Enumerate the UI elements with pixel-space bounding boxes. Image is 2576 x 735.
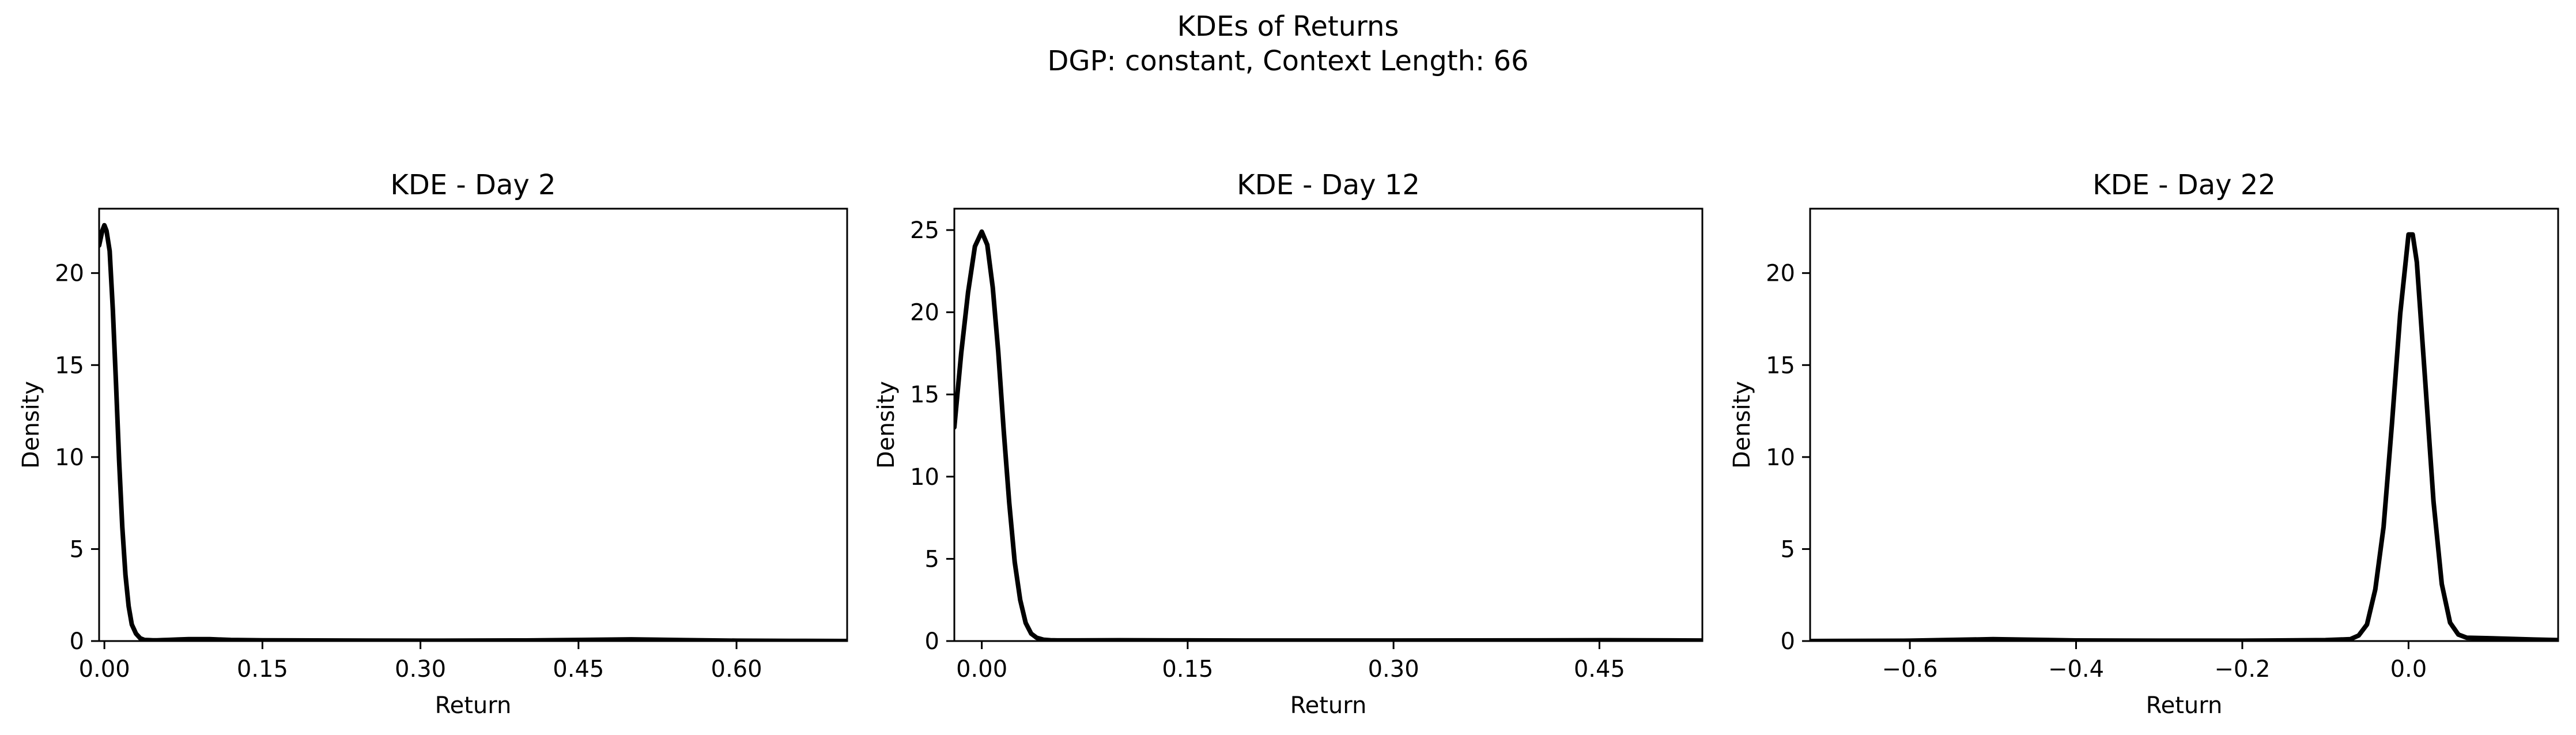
x-tick-label: 0.60 <box>711 656 762 683</box>
y-tick-label: 10 <box>910 464 939 491</box>
y-tick-label: 0 <box>70 628 84 655</box>
y-tick-label: 5 <box>1781 536 1795 563</box>
x-tick-label: 0.30 <box>395 656 446 683</box>
y-tick-label: 20 <box>1766 261 1795 287</box>
y-tick-label: 15 <box>55 352 84 379</box>
subplot-title: KDE - Day 12 <box>1237 169 1420 201</box>
y-tick-label: 10 <box>55 444 84 471</box>
y-tick-label: 20 <box>910 300 939 326</box>
subplot-title: KDE - Day 2 <box>390 169 556 201</box>
x-tick-label: 0.00 <box>956 656 1007 683</box>
x-tick-label: 0.15 <box>237 656 288 683</box>
x-axis-label: Return <box>2146 692 2223 719</box>
y-axis-label: Density <box>873 381 900 469</box>
y-tick-label: 15 <box>1766 352 1795 379</box>
x-tick-label: 0.15 <box>1162 656 1213 683</box>
y-tick-label: 5 <box>925 546 939 572</box>
figure-subtitle: DGP: constant, Context Length: 66 <box>1047 45 1528 77</box>
subplot-title: KDE - Day 22 <box>2092 169 2276 201</box>
y-tick-label: 15 <box>910 382 939 408</box>
y-tick-label: 25 <box>910 217 939 244</box>
axes-frame <box>98 208 848 642</box>
y-tick-label: 5 <box>70 536 84 563</box>
x-axis-label: Return <box>1290 692 1367 719</box>
y-tick-label: 20 <box>55 261 84 287</box>
subplot-3: KDE - Day 22 −0.6 −0.4 −0.2 0.0 0 5 10 15 20 Retur… <box>1729 169 2559 719</box>
y-tick-label: 0 <box>925 628 939 655</box>
y-tick-label: 10 <box>1766 444 1795 471</box>
subplots: KDE - Day 20.00 0.15 0.30 0.45 0.6005101520R… <box>18 169 2559 719</box>
axes-frame <box>1809 208 2559 642</box>
x-tick-label: −0.4 <box>2048 656 2104 683</box>
x-tick-label: −0.6 <box>1882 656 1937 683</box>
x-tick-label: 0.45 <box>1574 656 1625 683</box>
y-tick-label: 0 <box>1781 628 1795 655</box>
subplot-1: KDE - Day 2 0.00 0.15 0.30 0.45 0.60 0 5 10 15 20 R… <box>18 169 848 719</box>
y-axis-label: Density <box>1729 381 1755 469</box>
x-axis-label: Return <box>435 692 512 719</box>
x-tick-label: 0.00 <box>79 656 130 683</box>
y-axis-label: Density <box>18 381 44 469</box>
figure-title: KDEs of Returns <box>1177 10 1399 43</box>
x-tick-label: 0.30 <box>1368 656 1419 683</box>
axes-frame <box>953 208 1704 642</box>
x-tick-label: 0.45 <box>553 656 604 683</box>
x-tick-label: 0.0 <box>2390 656 2427 683</box>
x-tick-label: −0.2 <box>2214 656 2270 683</box>
subplot-2: KDE - Day 12 0.00 0.15 0.30 0.45 0 5 10 15 20 25 Re… <box>873 169 1704 719</box>
